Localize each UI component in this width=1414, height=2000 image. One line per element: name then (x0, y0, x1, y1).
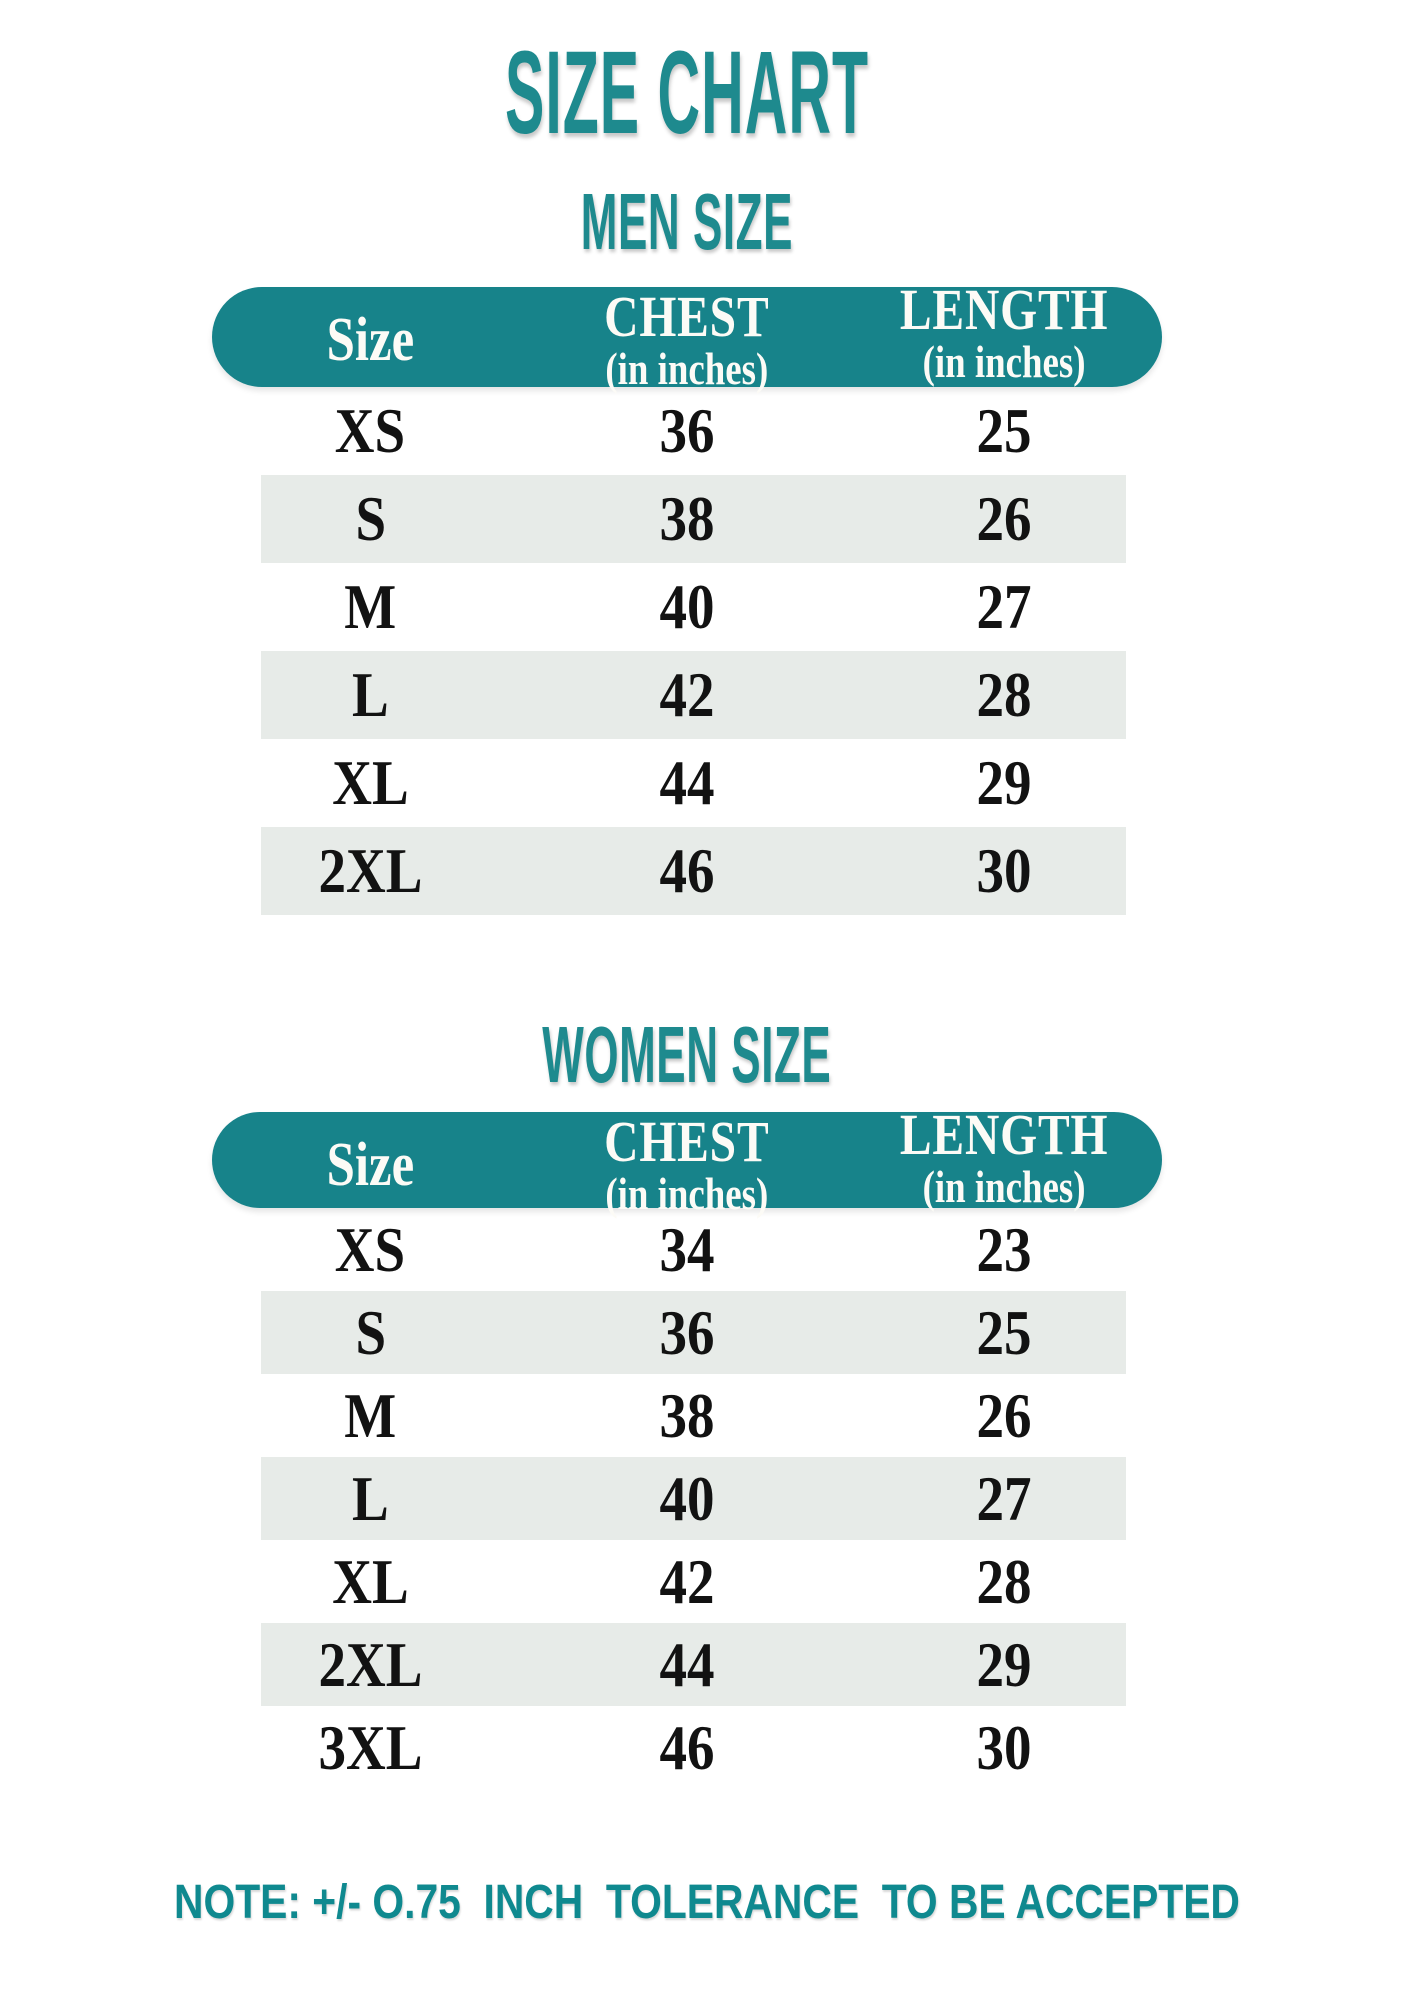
chest-cell: 36 (659, 395, 715, 466)
size-cell: 2XL (318, 835, 423, 906)
men-row-l: L 42 28 (212, 651, 1162, 739)
size-cell: XL (332, 747, 409, 818)
tolerance-note-text: NOTE: +/- O.75 INCH TOLERANCE TO BE ACCE… (174, 1876, 1240, 1929)
size-cell: S (355, 1296, 386, 1368)
men-length-column-label: LENGTH (899, 277, 1108, 342)
women-column-header-chest: CHEST (in inches) (529, 1112, 846, 1218)
length-cell: 25 (976, 395, 1032, 466)
chest-cell: 34 (659, 1213, 715, 1285)
page-title-text: SIZE CHART (505, 27, 869, 159)
length-cell: 30 (976, 835, 1032, 906)
length-cell: 25 (976, 1296, 1032, 1368)
length-cell: 28 (976, 1545, 1032, 1617)
women-column-header-length: LENGTH (in inches) (845, 1105, 1162, 1218)
length-cell: 27 (976, 1462, 1032, 1534)
men-length-column-unit: (in inches) (922, 337, 1086, 388)
length-cell: 30 (976, 1711, 1032, 1783)
women-row-2xl: 2XL 44 29 (212, 1623, 1162, 1706)
chest-cell: 44 (659, 1628, 715, 1700)
women-table-rows: XS 34 23 S 36 25 M 38 26 L 40 27 (212, 1208, 1162, 1789)
chest-cell: 36 (659, 1296, 715, 1368)
women-section-title: WOMEN SIZE (212, 1015, 1162, 1095)
chest-cell: 44 (659, 747, 715, 818)
men-table-rows: XS 36 25 S 38 26 M 40 27 L 42 28 (212, 387, 1162, 915)
women-size-section: WOMEN SIZE Size CHEST (in inches) LENGTH(… (212, 1015, 1162, 1789)
women-row-3xl: 3XL 46 30 (212, 1706, 1162, 1789)
women-size-column-label: Size (326, 1131, 415, 1200)
women-column-header-size: Size (212, 1134, 529, 1196)
chest-cell: 42 (659, 659, 715, 730)
men-row-s: S 38 26 (212, 475, 1162, 563)
chest-cell: 38 (659, 1379, 715, 1451)
chest-cell: 46 (659, 835, 715, 906)
tolerance-note: NOTE: +/- O.75 INCH TOLERANCE TO BE ACCE… (0, 1879, 1414, 1927)
men-chest-column-label: CHEST (604, 284, 770, 349)
chest-cell: 42 (659, 1545, 715, 1617)
chest-cell: 40 (659, 571, 715, 642)
women-row-xl: XL 42 28 (212, 1540, 1162, 1623)
women-table-header: Size CHEST (in inches) LENGTH (in inches) (212, 1105, 1162, 1218)
men-section-title: MEN SIZE (212, 182, 1162, 262)
men-column-header-length: LENGTH (in inches) (845, 280, 1162, 393)
size-cell: XS (335, 395, 406, 466)
length-cell: 26 (976, 1379, 1032, 1451)
women-section-title-text: WOMEN SIZE (542, 1010, 832, 1099)
size-cell: XL (332, 1545, 409, 1617)
men-section-title-text: MEN SIZE (580, 177, 794, 266)
size-cell: M (344, 1379, 397, 1451)
men-row-xs: XS 36 25 (212, 387, 1162, 475)
size-cell: S (355, 483, 386, 554)
length-cell: 27 (976, 571, 1032, 642)
page-title: SIZE CHART (212, 0, 1162, 152)
men-column-header-chest: CHEST (in inches) (529, 287, 846, 393)
length-cell: 23 (976, 1213, 1032, 1285)
women-length-column-unit: (in inches) (922, 1162, 1086, 1213)
chest-cell: 38 (659, 483, 715, 554)
length-cell: 28 (976, 659, 1032, 730)
women-chest-column-unit: (in inches) (605, 1169, 769, 1220)
size-cell: 3XL (318, 1711, 423, 1783)
size-cell: M (344, 571, 397, 642)
men-table-header: Size CHEST (in inches) LENGTH (in inches) (212, 280, 1162, 393)
men-row-2xl: 2XL 46 30 (212, 827, 1162, 915)
length-cell: 26 (976, 483, 1032, 554)
women-row-m: M 38 26 (212, 1374, 1162, 1457)
women-row-s: S 36 25 (212, 1291, 1162, 1374)
chest-cell: 40 (659, 1462, 715, 1534)
women-chest-column-label: CHEST (604, 1109, 770, 1174)
content-column: SIZE CHART MEN SIZE Size CHEST (in inches… (212, 0, 1162, 1789)
men-size-section: MEN SIZE Size CHEST (in inches) LENGTH (in… (212, 182, 1162, 915)
women-length-column-label: LENGTH (899, 1102, 1108, 1167)
length-cell: 29 (976, 1628, 1032, 1700)
size-cell: L (351, 1462, 389, 1534)
men-row-m: M 40 27 (212, 563, 1162, 651)
size-cell: 2XL (318, 1628, 423, 1700)
women-row-l: L 40 27 (212, 1457, 1162, 1540)
men-size-column-label: Size (326, 306, 415, 375)
women-row-xs: XS 34 23 (212, 1208, 1162, 1291)
chest-cell: 46 (659, 1711, 715, 1783)
size-cell: XS (335, 1213, 406, 1285)
men-chest-column-unit: (in inches) (605, 344, 769, 395)
men-column-header-size: Size (212, 309, 529, 371)
size-cell: L (351, 659, 389, 730)
men-row-xl: XL 44 29 (212, 739, 1162, 827)
length-cell: 29 (976, 747, 1032, 818)
